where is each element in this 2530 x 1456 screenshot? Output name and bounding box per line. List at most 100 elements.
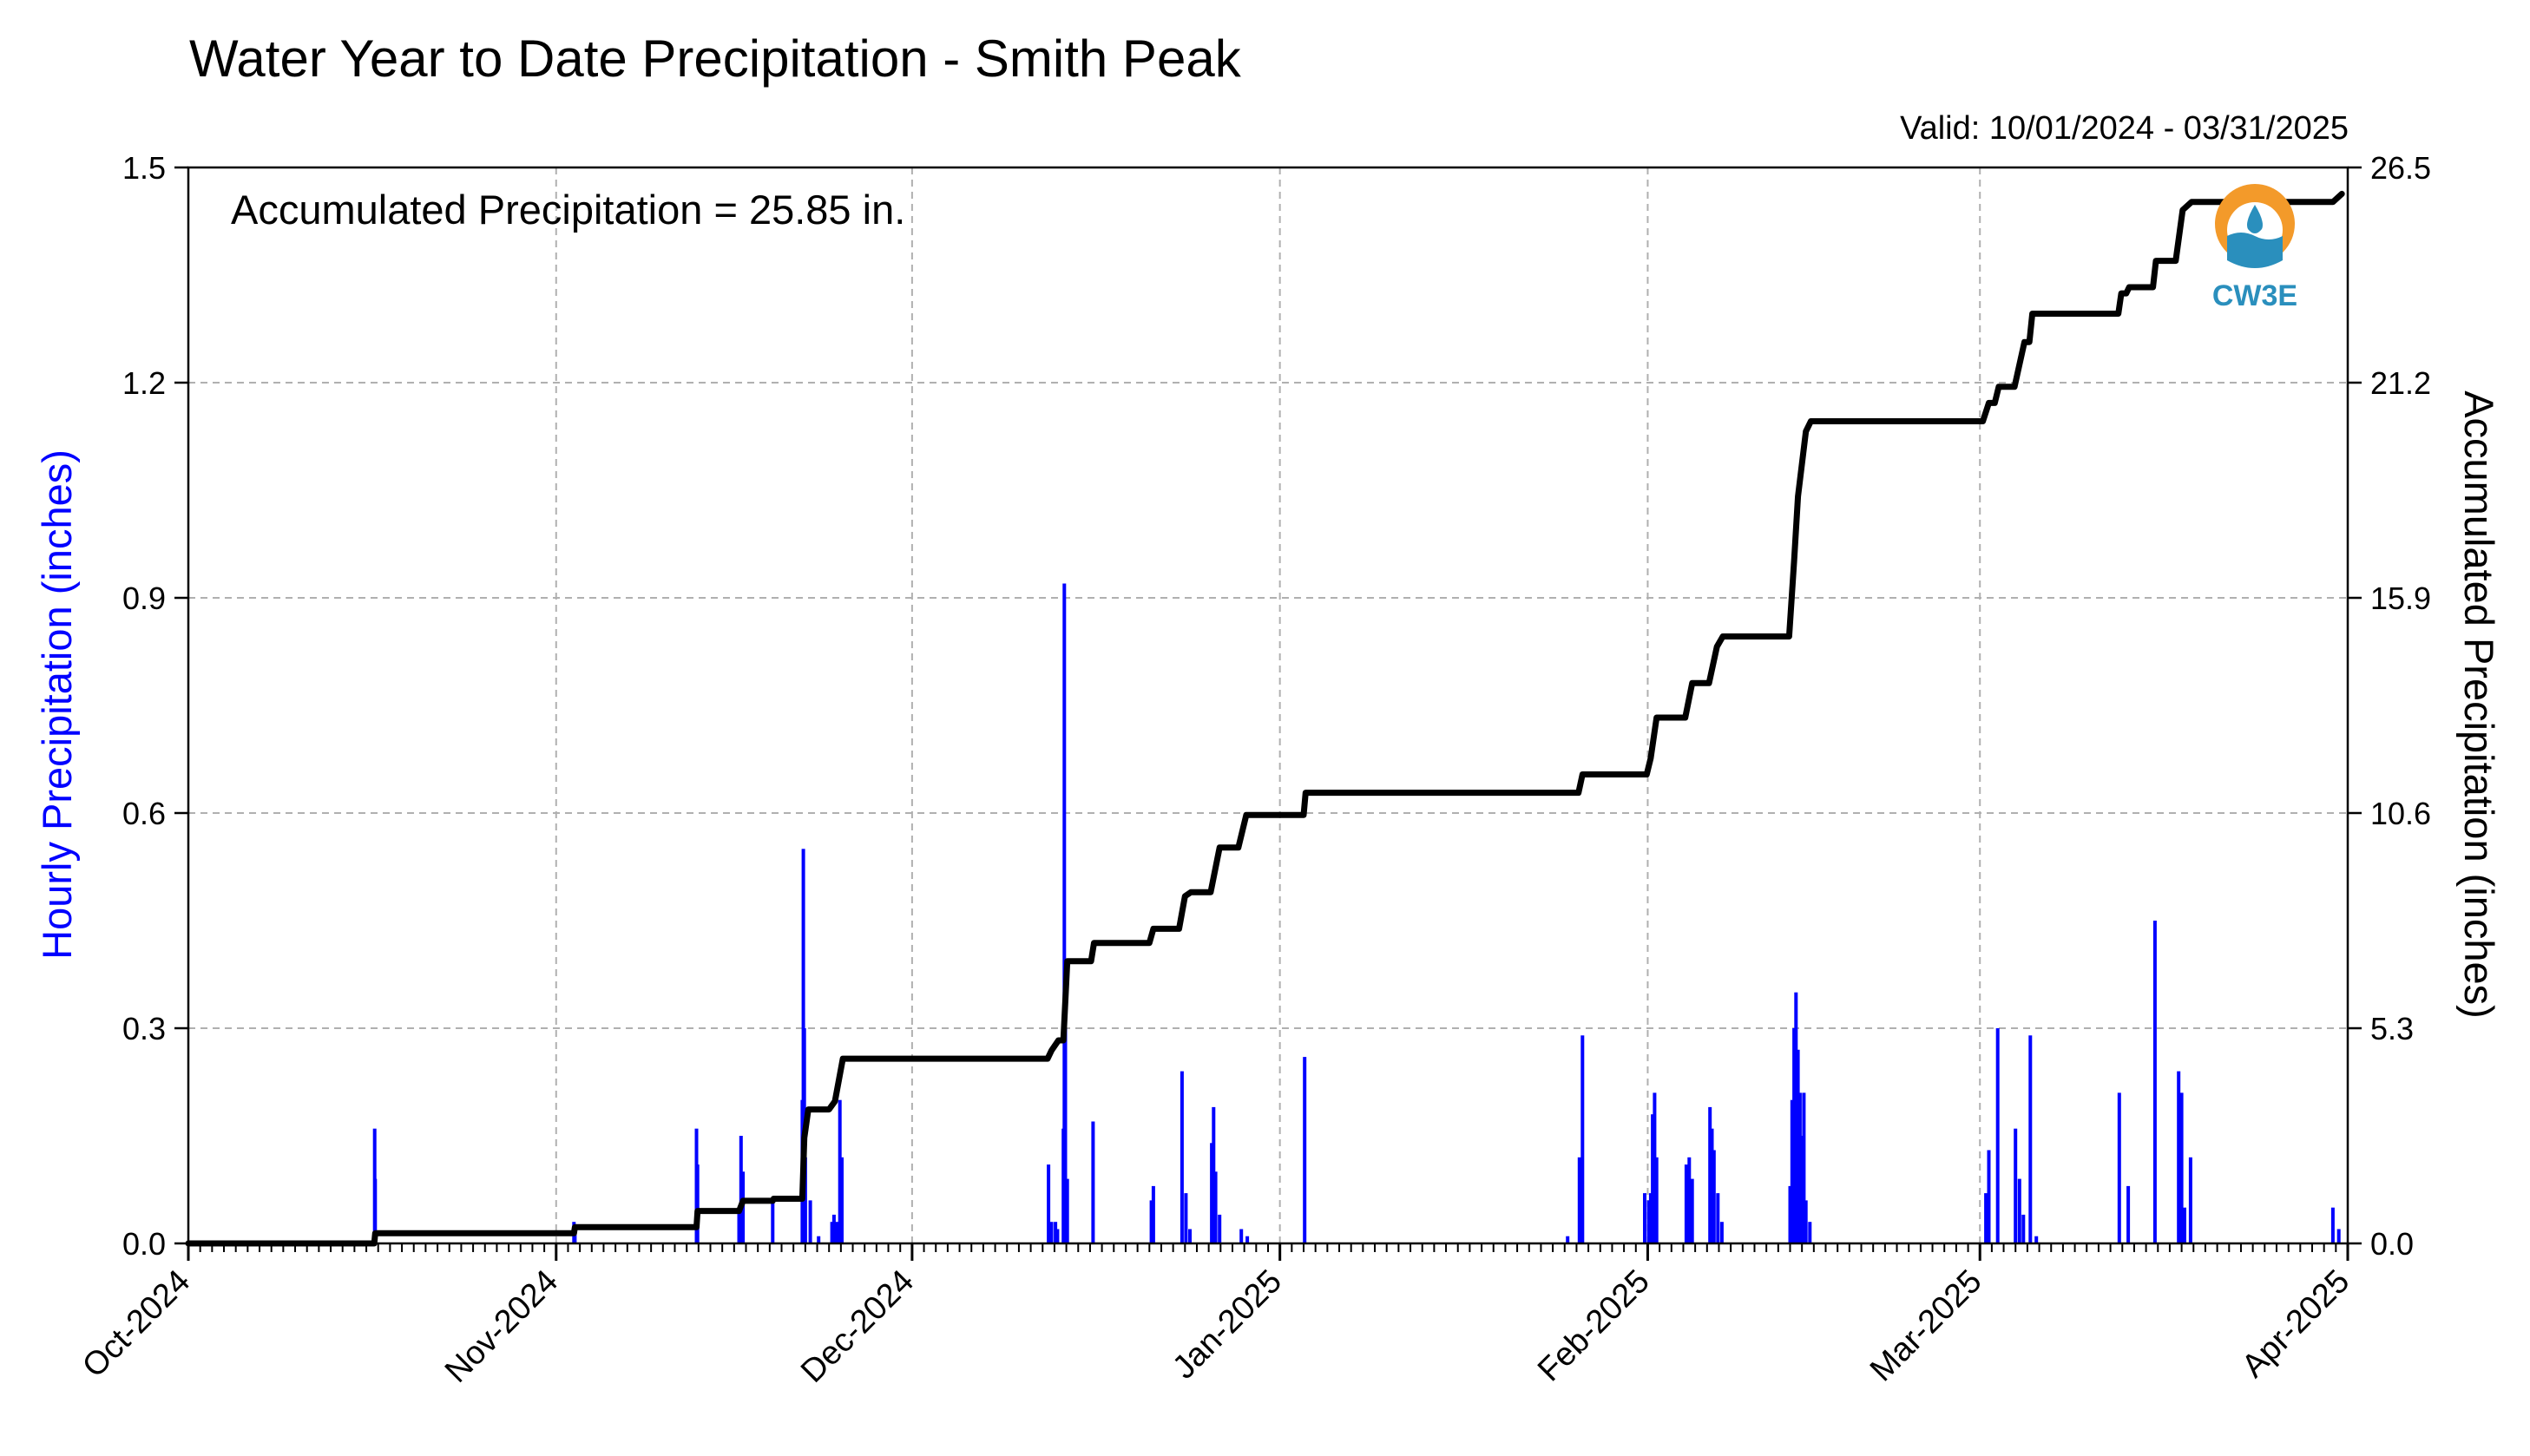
right-axis-ticks: 0.0 5.3 10.6 15.9 21.2 26.5 — [2348, 150, 2431, 1262]
hourly-precip-bar — [1648, 1193, 1653, 1243]
hourly-precip-bar — [838, 1099, 842, 1243]
hourly-precip-bar — [1800, 1136, 1804, 1243]
hourly-precip-bar — [1646, 1200, 1651, 1243]
logo-text: CW3E — [2212, 279, 2297, 312]
hourly-precip-bar — [1788, 1185, 1792, 1243]
chart-title: Water Year to Date Precipitation - Smith… — [189, 30, 1242, 88]
cw3e-logo: CW3E — [2212, 184, 2297, 312]
hourly-precip-bar — [1063, 1028, 1068, 1243]
hourly-precip-bar — [1212, 1106, 1216, 1243]
hourly-precip-bar — [830, 1222, 834, 1243]
hourly-precip-bar — [2183, 1207, 2186, 1243]
hourly-precip-bar — [1049, 1222, 1054, 1243]
hourly-precip-bar — [2028, 1035, 2033, 1243]
grid-lines — [188, 167, 2348, 1243]
hourly-precip-bar — [1643, 1193, 1646, 1243]
hourly-precip-bar — [1804, 1200, 1808, 1243]
left-axis-label: Hourly Precipitation (inches) — [34, 449, 80, 960]
hourly-precip-bar — [1792, 1028, 1797, 1243]
hourly-precip-bar — [1710, 1128, 1714, 1243]
hourly-precip-bar — [1719, 1222, 1724, 1243]
hourly-precip-bar — [1577, 1157, 1581, 1243]
hourly-precip-bar — [1802, 1092, 1806, 1243]
x-tick-label: Dec-2024 — [794, 1263, 921, 1390]
hourly-precip-bar — [835, 1222, 839, 1243]
hourly-precip-bar — [2188, 1157, 2192, 1243]
x-tick-label: Oct-2024 — [76, 1263, 197, 1385]
hourly-precip-bar — [1653, 1092, 1657, 1243]
hourly-precip-bar — [1712, 1150, 1716, 1243]
right-tick-label: 26.5 — [2370, 150, 2431, 186]
hourly-precip-bar — [2330, 1207, 2335, 1243]
x-tick-label: Jan-2025 — [1166, 1263, 1289, 1387]
accumulated-precip-annotation: Accumulated Precipitation = 25.85 in. — [231, 187, 905, 233]
right-axis-label: Accumulated Precipitation (inches) — [2456, 390, 2502, 1019]
hourly-precip-bar — [1808, 1222, 1812, 1243]
hourly-precip-bar — [737, 1207, 741, 1243]
hourly-precip-bar — [2117, 1092, 2121, 1243]
hourly-precip-bar — [1995, 1028, 2000, 1243]
hourly-precip-bar — [1184, 1193, 1188, 1243]
hourly-precip-bar — [1065, 1178, 1069, 1243]
hourly-precip-bar — [739, 1136, 743, 1243]
hourly-precip-bar — [2017, 1178, 2021, 1243]
hourly-precip-bar — [1218, 1214, 1222, 1243]
hourly-precip-bar — [808, 1200, 812, 1243]
hourly-precip-bar — [1984, 1193, 1988, 1243]
hourly-precip-bar — [2152, 921, 2157, 1243]
right-tick-label: 15.9 — [2370, 580, 2431, 616]
hourly-precip-bar — [1687, 1157, 1692, 1243]
right-tick-label: 0.0 — [2370, 1226, 2414, 1262]
hourly-precip-bar — [1690, 1178, 1694, 1243]
hourly-precip-bar — [1047, 1164, 1051, 1243]
hourly-precip-bar — [2021, 1214, 2026, 1243]
hourly-precip-bar — [803, 1157, 807, 1243]
hourly-precip-bar — [1797, 1092, 1802, 1243]
hourly-precip-bar — [573, 1229, 577, 1243]
hourly-precip-bar — [831, 1214, 836, 1243]
hourly-precip-bar — [1245, 1236, 1250, 1243]
hourly-precip-bar — [1654, 1157, 1659, 1243]
hourly-precip-bar — [1987, 1150, 1991, 1243]
hourly-precip-bar — [840, 1157, 844, 1243]
right-tick-label: 5.3 — [2370, 1011, 2414, 1046]
hourly-precip-bar — [1716, 1193, 1720, 1243]
left-tick-label: 0.9 — [122, 580, 166, 616]
hourly-precip-bar — [2034, 1236, 2039, 1243]
left-tick-label: 0.0 — [122, 1226, 166, 1262]
x-tick-label: Apr-2025 — [2235, 1263, 2356, 1385]
hourly-precip-bar — [1566, 1236, 1570, 1243]
hourly-precip-bar — [2336, 1229, 2341, 1243]
hourly-precip-bar — [2179, 1092, 2184, 1243]
hourly-precip-bar — [1180, 1071, 1184, 1243]
hourly-precip-bar — [1188, 1229, 1192, 1243]
logo-droplet-icon — [2247, 205, 2263, 233]
hourly-precip-bar — [1062, 583, 1067, 1243]
hourly-precip-bar — [2126, 1185, 2131, 1243]
hourly-precip-bar — [695, 1164, 700, 1243]
hourly-precip-bar — [1794, 992, 1798, 1243]
hourly-precip-bar — [1213, 1171, 1218, 1243]
right-tick-label: 10.6 — [2370, 796, 2431, 831]
hourly-precip-bar — [1790, 1099, 1794, 1243]
accumulated-precip-series — [185, 190, 2345, 1247]
x-tick-label: Feb-2025 — [1531, 1263, 1657, 1389]
hourly-precip-bar — [1651, 1114, 1655, 1243]
logo-wave — [2227, 233, 2283, 268]
hourly-precip-bar — [1239, 1229, 1244, 1243]
hourly-precip-bar — [1054, 1222, 1058, 1243]
hourly-precip-bar — [1151, 1185, 1155, 1243]
left-tick-label: 0.3 — [122, 1011, 166, 1046]
x-tick-label: Nov-2024 — [438, 1263, 565, 1390]
hourly-precip-bar — [1708, 1106, 1712, 1243]
hourly-precip-bars — [372, 583, 2341, 1243]
hourly-precip-bar — [1303, 1057, 1307, 1243]
x-axis-ticks: Oct-2024 Nov-2024 Dec-2024 Jan-2025 Feb-2025… — [76, 1243, 2356, 1390]
left-tick-label: 1.2 — [122, 365, 166, 401]
right-tick-label: 21.2 — [2370, 365, 2431, 401]
hourly-precip-bar — [1684, 1164, 1688, 1243]
hourly-precip-bar — [1580, 1035, 1585, 1243]
hourly-precip-bar — [2014, 1128, 2018, 1243]
accumulated-precip-line — [185, 190, 2345, 1247]
